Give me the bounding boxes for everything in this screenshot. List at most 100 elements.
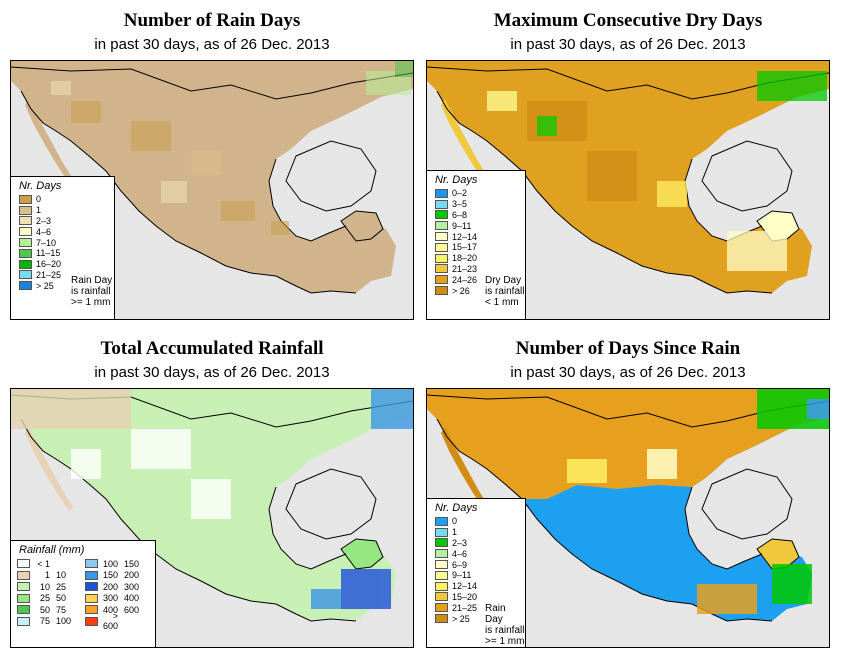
legend-title: Nr. Days	[19, 180, 62, 192]
legend-hi: 50	[56, 593, 67, 604]
panel-subtitle: in past 30 days, as of 26 Dec. 2013	[510, 36, 746, 53]
legend-label: 0–2	[452, 188, 468, 199]
legend-note-line: is rainfall	[485, 625, 525, 636]
legend-item: 50 75	[17, 604, 81, 616]
legend-hi: 100	[56, 616, 72, 627]
panel-rain-days: Number of Rain Days in past 30 days, as …	[10, 0, 414, 320]
legend-label: 11–15	[36, 248, 61, 259]
legend-item: < 1	[17, 558, 81, 570]
legend-item: 16–20	[19, 259, 114, 270]
legend-item: 2–3	[19, 216, 114, 227]
legend-item: 11–15	[19, 248, 114, 259]
legend-lo: 75	[39, 616, 50, 627]
legend-swatch	[19, 259, 32, 269]
legend-hi: 600	[124, 604, 140, 615]
coast-pacific	[20, 418, 357, 622]
baja	[441, 427, 489, 511]
legend-label: 12–14	[452, 581, 478, 592]
legend-item: 6–9	[435, 559, 525, 570]
legend-swatch	[435, 581, 448, 591]
legend-note-line: is rainfall	[485, 286, 525, 297]
legend-swatch	[435, 253, 448, 263]
legend-swatch	[435, 242, 448, 252]
legend-note-line: is rainfall	[71, 286, 111, 297]
legend-dry-days: Nr. Days 0–2 3–5 6–8 9–11 12–14 15–17 18…	[426, 170, 526, 320]
legend-item: 12–14	[435, 581, 525, 592]
legend-label: 4–6	[36, 226, 52, 237]
legend-note: Dry Day is rainfall < 1 mm	[485, 275, 524, 308]
legend-item: 200 300	[85, 581, 149, 593]
legend-item: 21–25	[435, 602, 525, 613]
legend-title: Rainfall (mm)	[19, 544, 85, 556]
texture	[51, 61, 413, 235]
legend-swatch	[17, 559, 30, 569]
legend-item: 9–11	[435, 220, 525, 231]
legend-swatch	[435, 614, 448, 624]
legend-label: 16–20	[36, 259, 62, 270]
legend-swatch	[85, 570, 98, 580]
legend-item: 4–6	[19, 226, 114, 237]
texture	[567, 389, 829, 614]
legend-item: 0–2	[435, 188, 525, 199]
legend-hi: 25	[56, 581, 67, 592]
legend-title: Nr. Days	[435, 502, 478, 514]
legend-item: 1	[19, 205, 114, 216]
legend-hi: 150	[124, 558, 140, 569]
legend-lo: 300	[102, 593, 118, 604]
legend-item: > 600	[85, 611, 149, 631]
legend-swatch	[435, 560, 448, 570]
legend-swatch	[17, 582, 30, 592]
mexico-land	[11, 61, 413, 293]
legend-label: 15–17	[452, 242, 478, 253]
legend-item: 1	[435, 527, 525, 538]
legend-item: 25 50	[17, 593, 81, 605]
north-zone	[427, 389, 829, 499]
legend-item: 12–14	[435, 231, 525, 242]
legend-label: 21–25	[452, 602, 478, 613]
legend-swatch	[435, 603, 448, 613]
legend-swatch	[435, 549, 448, 559]
legend-item: 24–26	[435, 274, 525, 285]
legend-label: 7–10	[36, 237, 57, 248]
legend-item: 300 400	[85, 593, 149, 605]
legend-item: 1 10	[17, 570, 81, 582]
legend-swatch	[17, 570, 30, 580]
legend-lo: 400	[102, 604, 118, 615]
legend-lo: 200	[102, 581, 118, 592]
legend-note-line: >= 1 mm	[71, 297, 111, 308]
legend-label: 1	[452, 527, 458, 538]
legend-swatch	[19, 281, 32, 291]
legend-note: Rain Day is rainfall >= 1 mm	[71, 275, 112, 308]
border	[427, 66, 829, 100]
legend-swatch	[19, 238, 32, 248]
border	[11, 66, 413, 100]
coast-gulf	[684, 486, 763, 570]
legend-note-line: Rain Day	[485, 603, 506, 625]
texture	[11, 389, 413, 609]
legend-item: 15–17	[435, 242, 525, 253]
panel-subtitle: in past 30 days, as of 26 Dec. 2013	[510, 364, 746, 381]
legend-item: 21–23	[435, 264, 525, 275]
legend-item: 150 200	[85, 570, 149, 582]
legend-item: 4–6	[435, 548, 525, 559]
legend-swatch	[435, 264, 448, 274]
legend-lo: 50	[39, 604, 50, 615]
legend-label: 9–11	[452, 570, 472, 581]
legend-swatch	[435, 275, 448, 285]
legend-label: 2–3	[452, 537, 468, 548]
legend-label: 2–3	[36, 215, 52, 226]
legend-item: 7–10	[19, 237, 114, 248]
coast-pacific	[20, 90, 357, 294]
legend-swatch	[19, 227, 32, 237]
legend-note-line: >= 1 mm	[485, 636, 525, 647]
legend-item: > 25	[19, 280, 114, 291]
legend-item: 15–20	[435, 592, 525, 603]
legend-note: Rain Day is rainfall >= 1 mm	[485, 603, 525, 647]
legend-swatch	[19, 194, 32, 204]
panel-subtitle: in past 30 days, as of 26 Dec. 2013	[94, 36, 330, 53]
legend-lo: > 600	[102, 611, 118, 632]
panel-days-since-rain: Number of Days Since Rain in past 30 day…	[426, 328, 830, 648]
legend-label: 12–14	[452, 231, 478, 242]
legend-label: 1	[36, 205, 42, 216]
gulf	[285, 140, 377, 212]
